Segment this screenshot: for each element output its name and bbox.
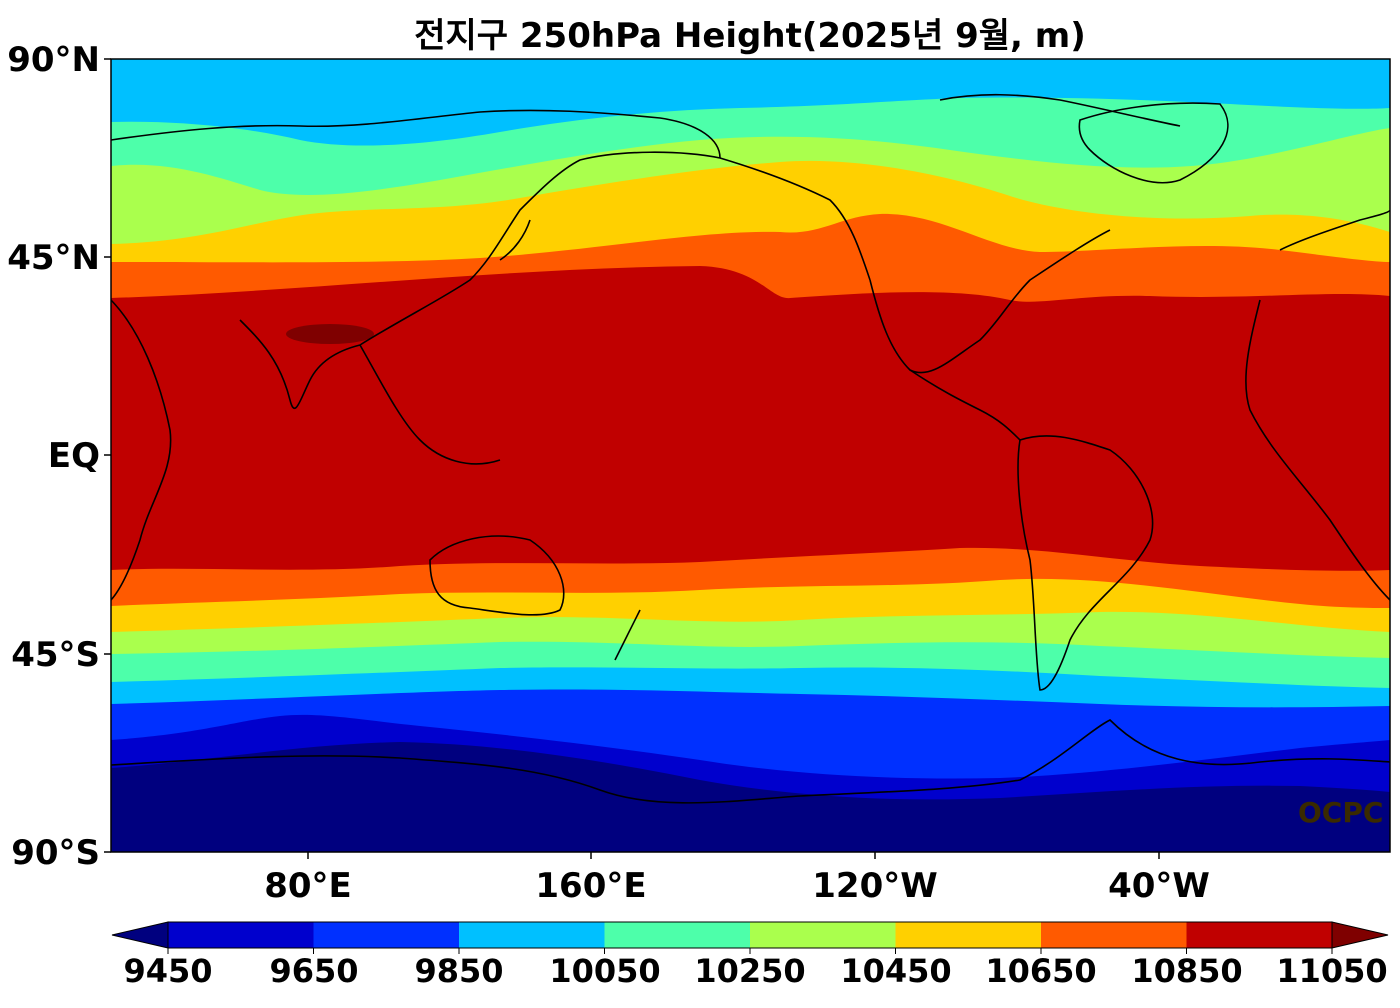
colorbar-tick-10050: 10050: [549, 952, 661, 990]
colorbar-tick-10250: 10250: [694, 952, 806, 990]
colorbar-tick-11050: 11050: [1276, 952, 1388, 990]
coast-india: [239, 319, 361, 409]
lon-label-160e: 160°E: [535, 866, 647, 906]
chart-title: 전지구 250hPa Height(2025년 9월, m): [414, 16, 1086, 56]
coast-europe: [1279, 209, 1390, 251]
coastlines: [111, 93, 1390, 804]
coast-east-asia: [359, 151, 721, 346]
axis-ticks: [104, 58, 1160, 859]
coast-se-asia: [359, 344, 501, 465]
coast-japan: [499, 219, 531, 261]
coast-na-west: [869, 229, 1111, 374]
contour-bands: [111, 59, 1390, 852]
colorbar-tick-9450: 9450: [123, 952, 213, 990]
coast-south-am: [1017, 435, 1154, 691]
band-above-11050-tibet: [286, 324, 374, 344]
lon-label-80e: 80°E: [264, 866, 352, 906]
colorbar-tick-10650: 10650: [985, 952, 1097, 990]
coast-antarctica: [111, 719, 1390, 804]
coast-nz: [614, 609, 641, 661]
lat-label-eq: EQ: [47, 436, 100, 476]
lat-label-45s: 45°S: [11, 635, 100, 675]
ocpc-watermark: OCPC: [1298, 796, 1384, 829]
colorbar-tick-10850: 10850: [1131, 952, 1243, 990]
lon-label-120w: 120°W: [812, 866, 938, 906]
coast-greenland: [1078, 102, 1229, 184]
coast-central-am: [909, 369, 1021, 441]
coast-alaska: [719, 157, 871, 281]
coast-australia: [429, 535, 565, 616]
band-polar-north: [111, 59, 1390, 88]
colorbar-tick-9850: 9850: [414, 952, 504, 990]
coast-canada-north: [939, 93, 1181, 127]
lat-label-45n: 45°N: [7, 238, 100, 278]
lat-label-90n: 90°N: [7, 40, 100, 80]
colorbar-tick-9650: 9650: [269, 952, 359, 990]
coast-eurasia-north: [111, 109, 721, 159]
lon-label-40w: 40°W: [1108, 866, 1210, 906]
band-below-9450-south: [111, 742, 1390, 852]
coast-africa-west: [1245, 299, 1390, 601]
colorbar-tick-10450: 10450: [840, 952, 952, 990]
coast-africa-east: [111, 299, 172, 601]
lat-label-90s: 90°S: [11, 833, 100, 873]
